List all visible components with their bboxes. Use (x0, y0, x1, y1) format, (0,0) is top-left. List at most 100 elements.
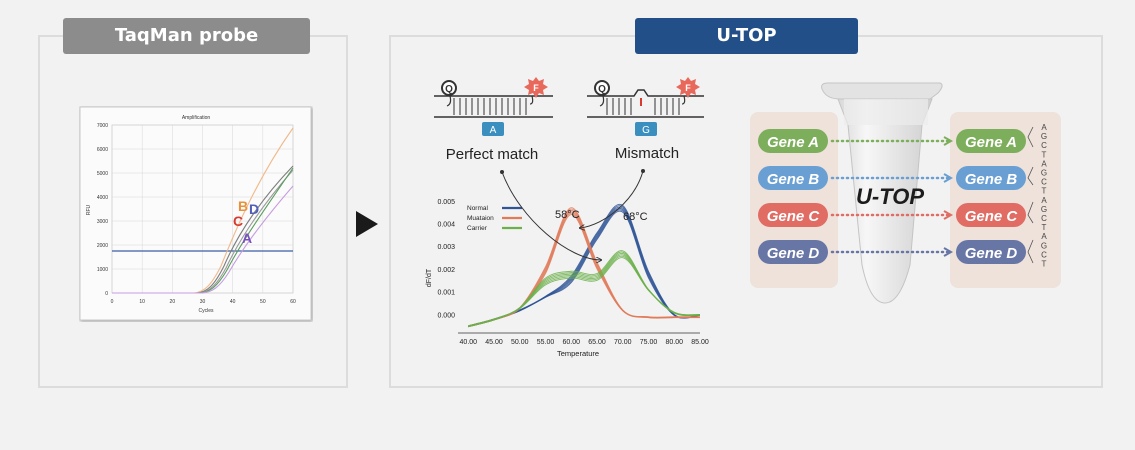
svg-text:Carrier: Carrier (467, 225, 488, 232)
melt-y-tick-label: 0.005 (437, 199, 455, 206)
mismatch-probe: Q F G (587, 77, 704, 136)
base-g-badge (635, 122, 657, 136)
amplification-x-ticks: 0 10 20 30 40 50 60 (111, 299, 296, 305)
gene-rows: Gene A Gene A Gene B Gene B Gene C Gene C Gene… (758, 129, 1026, 264)
sequence-bracket (1027, 126, 1034, 264)
sequence-letter: A (1041, 232, 1047, 241)
gene-pill-right (956, 129, 1026, 153)
sequence-letter: C (1041, 178, 1047, 187)
sequence-letter: C (1041, 141, 1047, 150)
svg-text:Q: Q (445, 84, 453, 95)
amp-x-tick-label: 0 (111, 299, 114, 305)
mismatch-label: Mismatch (615, 145, 679, 162)
gene-label-left: Gene C (767, 208, 821, 225)
amp-y-tick-label: 5000 (97, 171, 108, 177)
svg-text:A: A (490, 125, 497, 136)
gene-pill-left (758, 240, 828, 264)
amp-y-tick-label: 0 (105, 291, 108, 297)
melt-curve (468, 206, 701, 327)
utop-tab: U-TOP (635, 18, 858, 54)
amp-curve-purple (112, 185, 294, 294)
melt-x-tick-label: 60.00 (563, 339, 581, 346)
melt-x-tick-label: 75.00 (640, 339, 658, 346)
melt-x-tick-label: 55.00 (537, 339, 555, 346)
melt-series-0 (468, 203, 701, 328)
svg-text:F: F (533, 83, 539, 93)
sequence-letter: A (1041, 196, 1047, 205)
perfect-match-label: Perfect match (446, 146, 539, 163)
amp-y-tick-label: 6000 (97, 147, 108, 153)
melt-y-tick-label: 0.003 (437, 244, 455, 251)
amp-curve-gray1 (112, 165, 294, 294)
melt-curve (468, 208, 700, 327)
curve-label-a: A (242, 230, 252, 246)
amp-y-tick-label: 3000 (97, 219, 108, 225)
right-arrow-icon (356, 211, 378, 237)
melt-curve (468, 207, 701, 327)
gene-label-left: Gene D (767, 245, 820, 262)
melt-y-tick-label: 0.001 (437, 290, 455, 297)
arrow-head-icon (943, 247, 954, 257)
sequence-letter: G (1041, 169, 1047, 178)
amp-y-tick-label: 2000 (97, 243, 108, 249)
melt-curve (468, 207, 700, 327)
annotation-58c: 58°C (555, 209, 580, 221)
melt-curve (468, 203, 701, 327)
gene-pill-right (956, 240, 1026, 264)
melt-series-2 (468, 250, 701, 328)
gene-pill-left (758, 129, 828, 153)
melt-x-tick-label: 65.00 (588, 339, 606, 346)
arrow-head-icon (943, 210, 954, 220)
melt-series (468, 203, 701, 328)
gene-pill-right (956, 166, 1026, 190)
melt-ylabel: dF/dT (426, 268, 433, 287)
amp-x-tick-label: 30 (200, 299, 206, 305)
amplification-y-ticks: 7000 6000 5000 4000 3000 2000 1000 0 (97, 123, 108, 297)
amp-x-tick-label: 40 (230, 299, 236, 305)
sequence-letter: A (1041, 159, 1047, 168)
amp-x-tick-label: 60 (290, 299, 296, 305)
gene-pill-right (956, 203, 1026, 227)
sequence-letter: A (1041, 123, 1047, 132)
sequence-letter: T (1042, 187, 1047, 196)
fluorophore-icon (676, 77, 700, 98)
melt-chart: 0.005 0.004 0.003 0.002 0.001 0.000 40.00 45.0… (426, 169, 709, 358)
arrow-perfect (501, 171, 601, 260)
amp-curve-orange (112, 127, 294, 294)
svg-text:Q: Q (598, 84, 606, 95)
taqman-tab: TaqMan probe (63, 18, 310, 54)
sequence-letter: C (1041, 214, 1047, 223)
amp-x-tick-label: 20 (170, 299, 176, 305)
arrow-mismatch (580, 170, 644, 228)
fluorophore-icon (524, 77, 548, 98)
melt-curve (468, 250, 701, 327)
gene-label-right: Gene D (965, 245, 1018, 262)
amplification-xlabel: Cycles (198, 308, 214, 314)
melt-x-ticks: 40.00 45.00 50.00 55.00 60.00 65.00 70.00 75.00… (460, 339, 709, 346)
melt-y-tick-label: 0.000 (437, 312, 455, 319)
perfect-probe: Q F A (434, 77, 553, 136)
quencher-icon (594, 80, 610, 96)
amp-x-tick-label: 10 (139, 299, 145, 305)
gene-label-right: Gene B (965, 171, 1018, 188)
amp-y-tick-label: 4000 (97, 195, 108, 201)
sequence-letter: G (1041, 241, 1047, 250)
sequence-letter: T (1042, 223, 1047, 232)
melt-curve (468, 253, 701, 327)
amp-y-tick-label: 7000 (97, 123, 108, 129)
svg-text:Normal: Normal (467, 205, 489, 212)
melt-xlabel: Temperature (557, 349, 599, 358)
sequence-letter: T (1042, 150, 1047, 159)
sequence-letter: T (1042, 260, 1047, 269)
sequence-letter: G (1041, 205, 1047, 214)
melt-curve (468, 205, 701, 327)
melt-y-tick-label: 0.004 (437, 222, 455, 229)
svg-text:Muataion: Muataion (467, 215, 494, 222)
melt-x-tick-label: 85.00 (691, 339, 709, 346)
curve-label-b: B (238, 198, 248, 214)
sequence-letter: C (1041, 250, 1047, 259)
sequence-letter: G (1041, 132, 1047, 141)
amp-curve-green (112, 167, 294, 294)
probe-diagrams: Q F A Q F G Perfect match Mismatch (434, 77, 704, 163)
